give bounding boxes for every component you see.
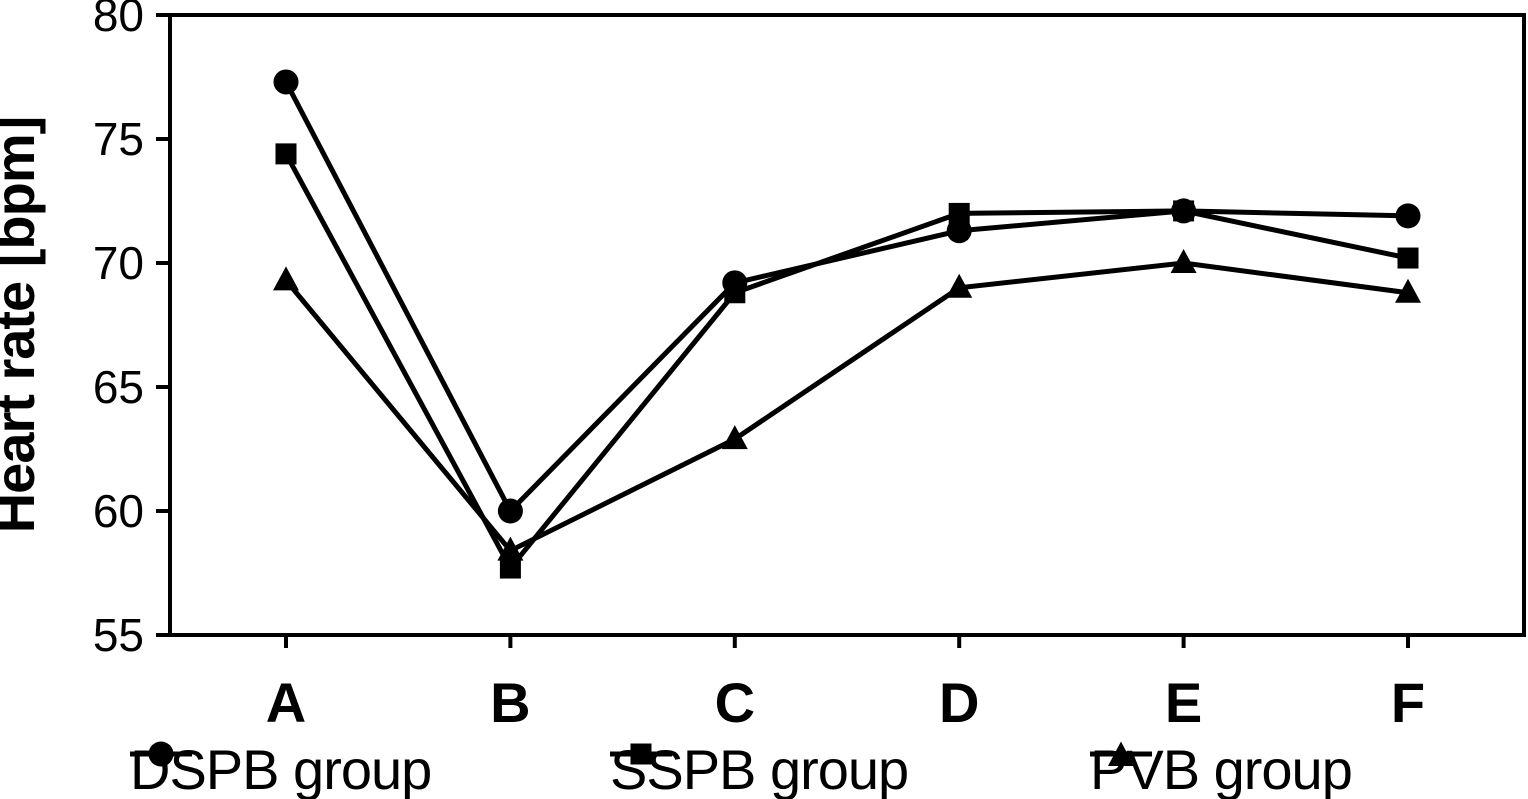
series-line-square (283, 152, 1409, 573)
square-marker (724, 282, 746, 304)
square-marker (1397, 247, 1419, 269)
triangle-marker (273, 266, 299, 291)
x-category-label: F (1391, 671, 1425, 734)
y-tick-label: 75 (93, 113, 144, 165)
plot-border (168, 13, 1526, 637)
triangle-marker (721, 425, 748, 450)
square-marker (948, 202, 970, 224)
y-tick-label: 55 (93, 609, 144, 661)
x-category-label: B (490, 671, 530, 734)
triangle-marker (1170, 249, 1197, 273)
legend-item-sspb: SSPB group (610, 738, 909, 799)
square-marker (1173, 200, 1195, 222)
legend-label-sspb: SSPB group (610, 738, 909, 799)
legend-label-dspb: DSPB group (130, 738, 432, 799)
y-axis-title: Heart rate [bpm] (0, 117, 46, 534)
x-category-label: E (1165, 671, 1202, 734)
circle-marker-icon (130, 741, 192, 767)
triangle-marker (1395, 278, 1421, 303)
triangle-marker (946, 273, 973, 298)
series-line-triangle (284, 260, 1409, 554)
x-category-label: C (715, 671, 755, 734)
square-marker (499, 557, 521, 579)
x-category-label: A (266, 671, 306, 734)
square-marker (275, 143, 297, 165)
circle-marker (273, 69, 299, 95)
series-line-circle (283, 80, 1409, 516)
circle-marker (946, 218, 972, 244)
square-marker-icon (610, 743, 672, 765)
triangle-marker-icon (1090, 741, 1152, 766)
legend-label-pvb: PVB group (1090, 738, 1353, 799)
y-tick-label: 65 (93, 361, 144, 413)
legend-item-dspb: DSPB group (130, 738, 432, 799)
triangle-marker (497, 536, 524, 561)
y-tick-label: 80 (93, 0, 144, 41)
circle-marker (1395, 203, 1421, 229)
legend-item-pvb: PVB group (1090, 738, 1353, 799)
circle-marker (497, 498, 523, 524)
y-tick-label: 70 (93, 237, 144, 289)
y-tick-label: 60 (93, 485, 144, 537)
x-category-label: D (939, 671, 979, 734)
